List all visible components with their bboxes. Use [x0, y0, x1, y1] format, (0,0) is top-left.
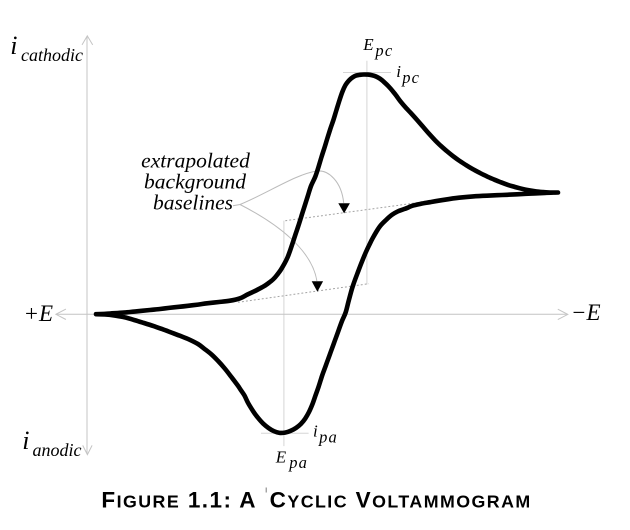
svg-text:+E: +E [24, 301, 54, 326]
svg-text:extrapolated: extrapolated [141, 149, 250, 173]
svg-text:−E: −E [571, 300, 601, 325]
svg-text:baselines: baselines [153, 191, 233, 215]
svg-text:pa: pa [288, 453, 308, 472]
svg-text:i: i [10, 31, 17, 60]
svg-text:pc: pc [374, 41, 393, 60]
svg-text:anodic: anodic [33, 440, 82, 460]
svg-text:i: i [22, 426, 29, 455]
svg-text:E: E [275, 447, 287, 466]
svg-text:pc: pc [401, 68, 420, 87]
svg-text:pa: pa [318, 428, 338, 447]
svg-text:E: E [362, 35, 374, 54]
svg-text:FIGURE 1.1: A CYCLIC VOLTAMMOG: FIGURE 1.1: A CYCLIC VOLTAMMOGRAM [101, 488, 531, 513]
svg-text:i: i [396, 62, 401, 81]
svg-text:background: background [144, 170, 246, 194]
svg-text:i: i [313, 422, 318, 441]
svg-text:cathodic: cathodic [21, 45, 83, 65]
